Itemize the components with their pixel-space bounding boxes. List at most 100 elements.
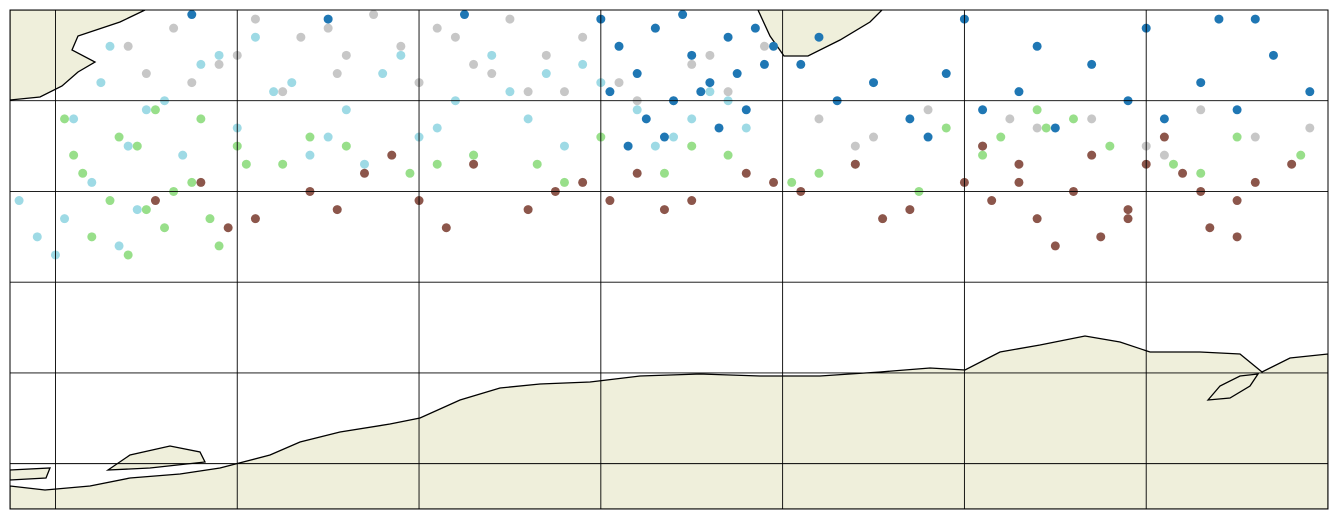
land-peninsula: [1206, 373, 1260, 401]
point: [1250, 132, 1260, 142]
point: [850, 141, 860, 151]
point: [996, 132, 1006, 142]
point: [160, 223, 170, 233]
point: [941, 69, 951, 79]
point: [469, 59, 479, 69]
point: [978, 141, 988, 151]
frame: [9, 9, 1329, 510]
point: [1159, 114, 1169, 124]
point: [723, 87, 733, 97]
point: [1178, 168, 1188, 178]
point: [205, 214, 215, 224]
point: [87, 232, 97, 242]
point: [123, 41, 133, 51]
point: [459, 10, 469, 20]
point: [696, 87, 706, 97]
point: [941, 123, 951, 133]
point: [114, 132, 124, 142]
point: [1232, 196, 1242, 206]
point: [1014, 87, 1024, 97]
point: [332, 205, 342, 215]
point: [923, 105, 933, 115]
point: [1087, 114, 1097, 124]
point: [341, 105, 351, 115]
point: [714, 123, 724, 133]
point: [359, 168, 369, 178]
point: [287, 78, 297, 88]
point: [1305, 87, 1315, 97]
point: [278, 87, 288, 97]
point: [523, 87, 533, 97]
point: [705, 78, 715, 88]
point: [650, 141, 660, 151]
point: [487, 69, 497, 79]
point: [1032, 105, 1042, 115]
point: [1250, 177, 1260, 187]
point: [614, 41, 624, 51]
point: [1196, 168, 1206, 178]
point: [1041, 123, 1051, 133]
point: [769, 177, 779, 187]
point: [1268, 50, 1278, 60]
point: [878, 214, 888, 224]
point: [705, 87, 715, 97]
point: [678, 10, 688, 20]
point: [578, 177, 588, 187]
point: [869, 132, 879, 142]
point: [987, 196, 997, 206]
point: [1068, 114, 1078, 124]
point: [632, 168, 642, 178]
point: [69, 150, 79, 160]
point: [214, 59, 224, 69]
point: [687, 196, 697, 206]
point: [605, 196, 615, 206]
point: [632, 69, 642, 79]
point: [1032, 214, 1042, 224]
point: [850, 159, 860, 169]
point: [1087, 150, 1097, 160]
point: [150, 196, 160, 206]
point: [323, 23, 333, 33]
point: [487, 50, 497, 60]
point: [1159, 132, 1169, 142]
point: [305, 132, 315, 142]
point: [541, 69, 551, 79]
point: [769, 41, 779, 51]
point: [723, 150, 733, 160]
point: [441, 223, 451, 233]
point: [469, 159, 479, 169]
point: [532, 159, 542, 169]
point: [278, 159, 288, 169]
point: [741, 123, 751, 133]
point: [60, 114, 70, 124]
point: [450, 32, 460, 42]
point: [659, 132, 669, 142]
point: [1232, 132, 1242, 142]
point: [1232, 105, 1242, 115]
point: [469, 150, 479, 160]
point: [559, 87, 569, 97]
point: [523, 205, 533, 215]
point: [141, 105, 151, 115]
point: [741, 105, 751, 115]
grid: [10, 10, 1328, 509]
point: [341, 50, 351, 60]
point: [687, 141, 697, 151]
point: [659, 205, 669, 215]
point: [1250, 14, 1260, 24]
point: [1232, 232, 1242, 242]
point: [432, 123, 442, 133]
point: [223, 223, 233, 233]
point: [623, 141, 633, 151]
point: [541, 50, 551, 60]
point: [187, 78, 197, 88]
point: [505, 87, 515, 97]
point: [369, 10, 379, 20]
point: [1305, 123, 1315, 133]
point: [614, 78, 624, 88]
point: [78, 168, 88, 178]
point: [32, 232, 42, 242]
point: [1214, 14, 1224, 24]
point: [1105, 141, 1115, 151]
point: [250, 214, 260, 224]
